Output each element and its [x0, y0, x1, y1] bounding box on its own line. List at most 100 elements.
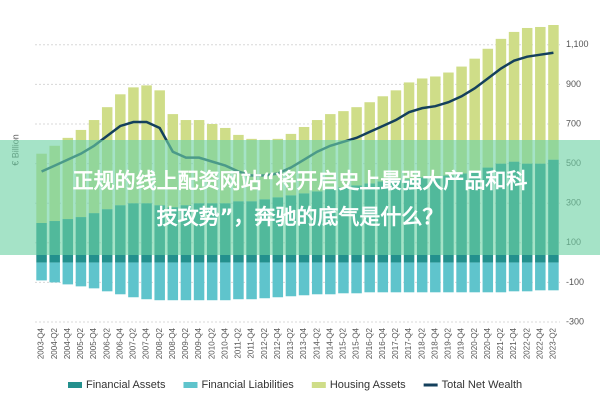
legend-label: Financial Assets: [86, 379, 166, 391]
bar: [403, 262, 415, 293]
y-tick-label: -300: [566, 316, 584, 326]
x-tick-label: 2012-Q2: [260, 327, 269, 359]
x-tick-label: 2018-Q2: [417, 327, 426, 359]
x-tick-label: 2023-Q2: [549, 327, 558, 359]
x-tick-label: 2019-Q2: [444, 327, 453, 359]
x-tick-label: 2013-Q4: [299, 327, 308, 359]
bar: [36, 262, 47, 281]
bar: [430, 262, 441, 293]
x-tick-label: 2016-Q2: [365, 327, 374, 359]
bar: [220, 262, 231, 301]
x-tick-label: 2012-Q4: [273, 327, 282, 359]
legend-label: Total Net Wealth: [442, 379, 523, 391]
legend-label: Financial Liabilities: [201, 379, 294, 391]
x-tick-label: 2021-Q4: [509, 327, 518, 359]
banner-text: 正规的线上配资网站“将开启史上最强大产品和科: [73, 169, 528, 193]
legend-swatch: [183, 382, 198, 388]
bar: [482, 262, 494, 293]
bar: [390, 90, 402, 180]
bar: [390, 262, 402, 293]
bar: [535, 262, 546, 291]
bar: [311, 262, 323, 295]
x-tick-label: 2010-Q4: [220, 327, 229, 359]
x-tick-label: 2018-Q4: [430, 327, 439, 359]
x-tick-label: 2010-Q2: [207, 327, 216, 359]
bar: [75, 262, 87, 287]
bar: [535, 26, 546, 164]
bar: [521, 262, 533, 292]
x-tick-label: 2013-Q2: [286, 327, 295, 359]
x-tick-label: 2017-Q4: [404, 327, 413, 359]
bar: [377, 96, 389, 182]
bar: [206, 262, 218, 301]
bar: [193, 262, 205, 301]
x-tick-label: 2005-Q4: [89, 327, 98, 359]
x-tick-label: 2004-Q4: [63, 327, 72, 359]
x-tick-label: 2005-Q2: [76, 327, 85, 359]
legend-label: Housing Assets: [330, 379, 406, 391]
y-tick-label: 1,100: [566, 39, 589, 49]
x-tick-label: 2006-Q2: [102, 327, 111, 359]
bar: [49, 262, 60, 283]
bar: [377, 262, 389, 293]
bar: [416, 78, 428, 178]
bar: [298, 262, 310, 296]
x-tick-label: 2008-Q4: [168, 327, 177, 359]
legend-swatch: [311, 382, 326, 388]
bar: [246, 262, 257, 300]
bar: [101, 262, 113, 292]
y-tick-label: 700: [566, 118, 581, 128]
bar: [443, 262, 454, 293]
bar: [482, 48, 494, 168]
legend-swatch: [68, 382, 82, 388]
bar: [456, 66, 467, 174]
x-tick-label: 2016-Q4: [378, 327, 387, 359]
bar: [325, 262, 336, 295]
x-tick-label: 2014-Q4: [325, 327, 334, 359]
bar: [416, 262, 428, 293]
x-tick-label: 2007-Q2: [129, 327, 138, 359]
bar: [259, 262, 270, 299]
bar: [495, 38, 507, 164]
bar: [469, 58, 480, 172]
x-tick-label: 2008-Q2: [155, 327, 164, 359]
x-tick-label: 2015-Q2: [339, 327, 348, 359]
y-tick-label: -100: [566, 277, 584, 287]
x-tick-label: 2009-Q4: [194, 327, 203, 359]
bar: [508, 262, 520, 292]
bar: [62, 262, 74, 285]
bar: [88, 262, 100, 289]
x-tick-label: 2006-Q4: [115, 327, 124, 359]
y-tick-label: 900: [566, 79, 581, 89]
bar: [548, 25, 559, 160]
x-tick-label: 2022-Q4: [535, 327, 544, 359]
x-tick-label: 2017-Q2: [391, 327, 400, 359]
bar: [403, 82, 415, 180]
bar: [180, 262, 192, 301]
bar: [351, 262, 362, 294]
bar: [469, 262, 480, 293]
x-tick-label: 2009-Q2: [181, 327, 190, 359]
bar: [338, 262, 349, 294]
bar: [364, 262, 375, 293]
x-tick-label: 2011-Q2: [234, 327, 243, 358]
bar: [521, 27, 533, 164]
x-tick-label: 2003-Q4: [37, 327, 46, 359]
bar: [430, 76, 441, 178]
bar: [167, 262, 179, 301]
banner-text: 技攻势”，奔驰的底气是什么？: [157, 205, 444, 229]
x-tick-label: 2022-Q2: [522, 327, 531, 359]
bar: [443, 72, 454, 176]
bar: [272, 262, 284, 298]
x-tick-label: 2019-Q4: [457, 327, 466, 359]
bar: [456, 262, 467, 293]
bar: [548, 262, 559, 291]
x-tick-label: 2020-Q4: [483, 327, 492, 359]
x-tick-label: 2020-Q2: [470, 327, 479, 359]
bar: [115, 262, 126, 295]
x-tick-label: 2021-Q2: [496, 327, 505, 359]
x-tick-label: 2004-Q2: [50, 327, 59, 359]
bar: [285, 262, 297, 297]
bar: [508, 31, 520, 162]
